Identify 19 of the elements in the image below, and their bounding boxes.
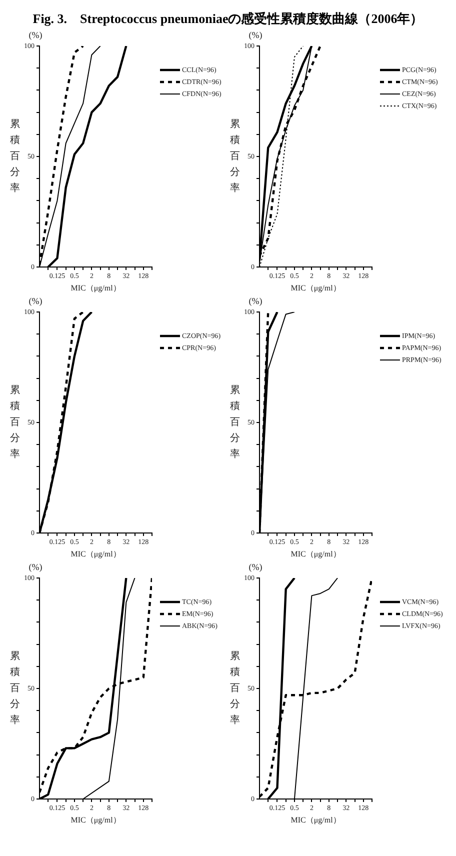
y-axis-title: 累積百分率: [230, 385, 240, 460]
text: (%): [248, 562, 262, 572]
text: (%): [248, 296, 262, 306]
x-axis-title: MIC（μg/ml）: [290, 283, 341, 292]
y-axis-title: 累積百分率: [10, 385, 20, 460]
text: (%): [28, 296, 42, 306]
y-axis-title: 累積百分率: [10, 119, 20, 194]
text: (%): [28, 562, 42, 572]
x-axis-title: MIC（μg/ml）: [70, 549, 121, 558]
x-axis-title: MIC（μg/ml）: [70, 283, 121, 292]
x-axis-title: MIC（μg/ml）: [70, 815, 121, 824]
x-axis-title: MIC（μg/ml）: [290, 549, 341, 558]
text: Fig. 3. Streptococcus pneumoniaeの感受性累積度数曲線（2006年）: [32, 10, 424, 28]
text: (%): [28, 30, 42, 40]
y-axis-title: 累積百分率: [230, 119, 240, 194]
y-axis-title: 累積百分率: [230, 651, 240, 726]
text: (%): [248, 30, 262, 40]
y-axis-title: 累積百分率: [10, 651, 20, 726]
x-axis-title: MIC（μg/ml）: [290, 815, 341, 824]
